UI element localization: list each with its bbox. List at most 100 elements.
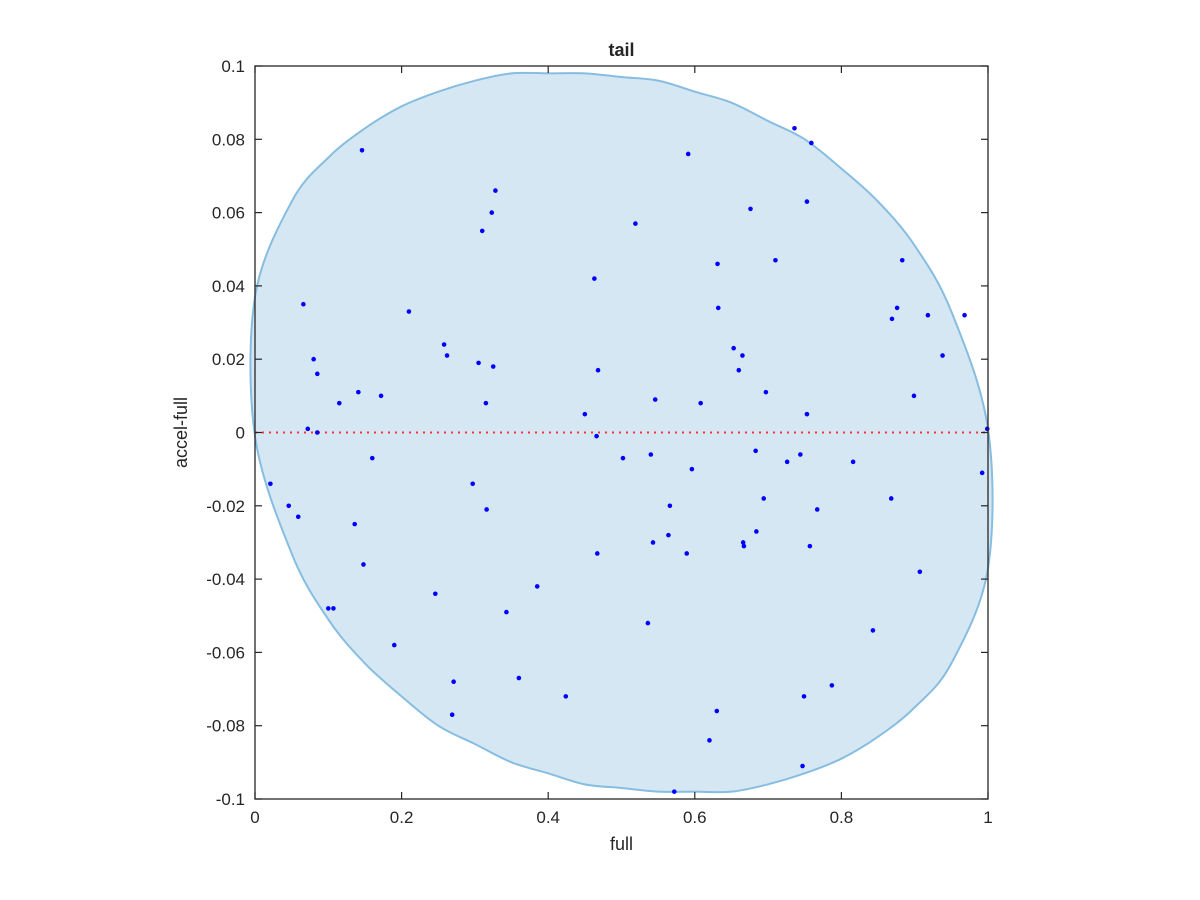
data-point [784,459,790,465]
data-point [311,356,316,362]
y-tick-label: 0.04 [212,277,245,296]
data-point [894,305,900,311]
data-point [911,393,917,399]
y-tick-label: 0.08 [212,130,245,149]
data-point [516,675,522,681]
data-point [763,389,769,395]
data-point [595,367,601,373]
x-tick-label: 0.2 [390,808,414,827]
x-tick-label: 0 [250,808,259,827]
data-point [962,312,967,318]
data-point [715,305,721,311]
data-point [592,276,597,281]
data-point [489,210,495,215]
x-tick-label: 0.6 [683,808,707,827]
x-tick-label: 0.8 [830,808,854,827]
data-point [814,507,820,512]
data-point [594,433,599,439]
data-point [889,316,895,322]
data-point [754,529,759,534]
y-tick-label: 0 [236,424,245,443]
data-point [433,591,438,597]
data-point [352,521,357,527]
data-point [979,470,985,476]
data-point [295,514,301,520]
x-tick-label: 0.4 [536,808,560,827]
data-point [798,452,803,457]
data-point [671,789,677,794]
y-tick-label: -0.06 [206,643,245,662]
data-point [804,411,810,417]
y-tick-label: -0.1 [216,790,245,809]
data-point [286,503,292,509]
data-point [666,532,671,538]
data-point [301,301,306,307]
data-point [888,496,894,501]
data-point [490,364,496,369]
data-point [736,367,742,373]
y-tick-label: 0.1 [221,57,245,76]
data-point [761,496,767,501]
y-tick-label: -0.04 [206,570,245,589]
data-point [444,353,450,358]
data-point [652,397,658,402]
data-point [534,584,540,589]
data-point [582,411,588,417]
data-point [620,455,626,461]
data-point [326,606,331,611]
data-point [850,459,856,465]
data-point [807,543,813,549]
data-point [356,389,361,395]
data-point [707,738,712,743]
chart-title: tail [608,40,634,60]
y-tick-label: 0.06 [212,204,245,223]
data-point [451,679,456,685]
data-point [645,620,651,626]
data-point [740,540,746,545]
data-point [684,551,690,556]
data-point [479,228,485,234]
data-point [917,569,923,575]
data-point [698,400,703,406]
data-point [648,452,654,457]
data-point [741,543,747,549]
data-point [667,503,673,509]
data-point [493,188,498,193]
data-point [925,312,931,318]
data-point [748,206,753,212]
y-tick-label: -0.08 [206,717,245,736]
data-point [689,466,695,472]
data-point [714,708,720,714]
data-point [378,393,384,399]
data-point [361,562,366,567]
data-point [801,694,807,699]
data-point [800,763,805,769]
data-point [809,140,814,146]
data-point [369,455,375,461]
data-point [441,342,447,347]
data-point [470,481,476,487]
data-point [940,353,945,358]
data-point [792,126,797,131]
y-axis-label: accel-full [171,397,191,468]
data-point [331,606,336,611]
data-point [315,430,320,435]
y-tick-label: -0.02 [206,497,245,516]
data-point [685,151,691,157]
data-point [315,371,320,377]
y-tick-label: 0.02 [212,350,245,369]
data-point [483,400,489,406]
data-point [899,257,905,263]
data-point [773,257,778,263]
data-point [740,353,745,358]
data-point [650,540,656,545]
data-point [504,609,509,615]
data-point [870,628,876,633]
data-point [359,147,365,153]
data-point [268,481,273,487]
data-point [563,694,569,699]
data-point [484,507,489,512]
data-point [829,683,835,688]
data-point [391,642,397,648]
